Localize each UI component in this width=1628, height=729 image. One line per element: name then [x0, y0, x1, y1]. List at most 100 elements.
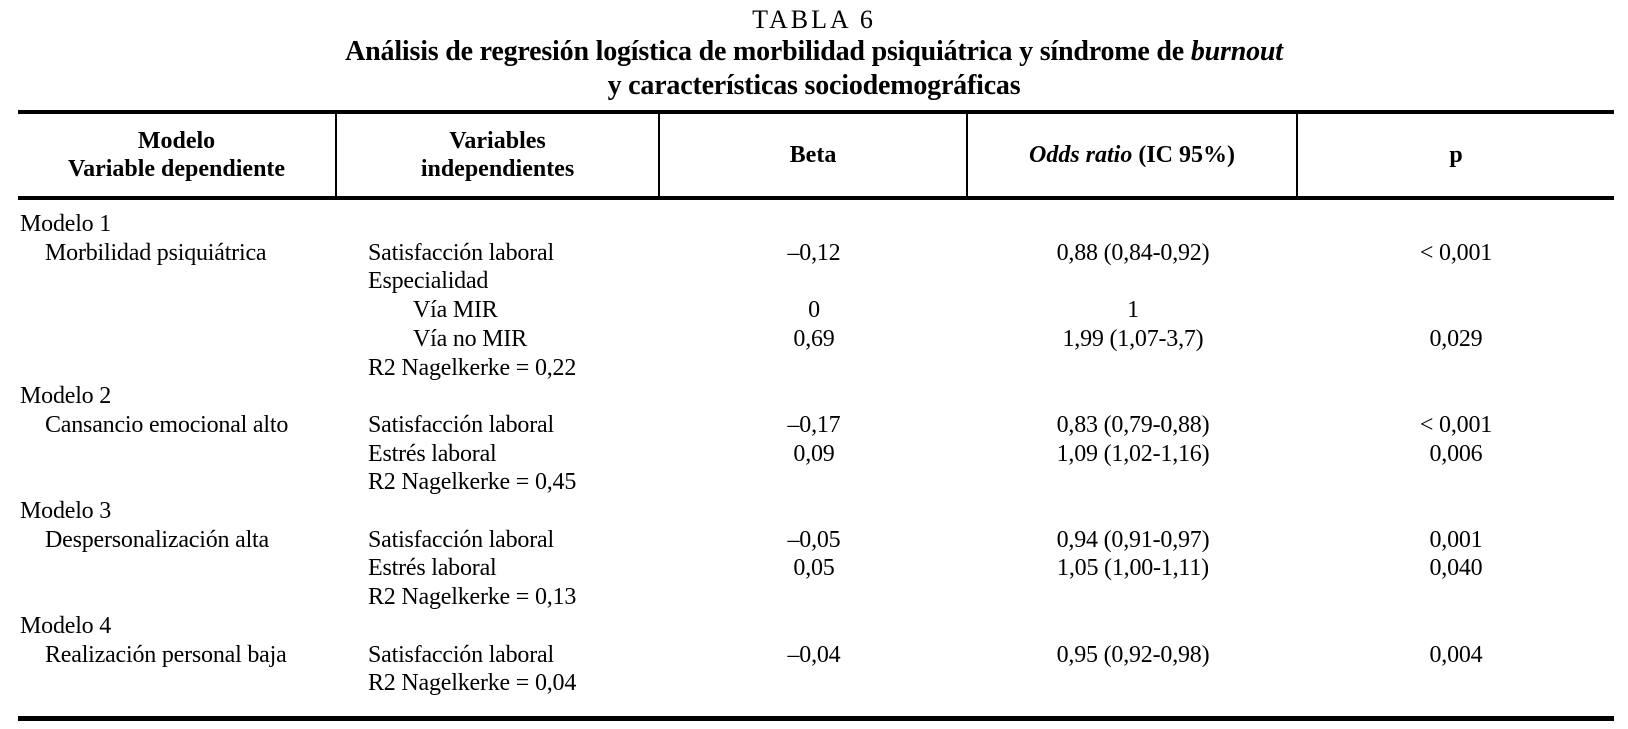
- cell-variable: Satisfacción laboral: [368, 239, 554, 266]
- cell-odds-ratio: [968, 210, 1298, 239]
- header-beta: Beta: [660, 114, 968, 196]
- subtitle-burnout-italic: burnout: [1190, 36, 1283, 67]
- cell-beta: [660, 468, 968, 497]
- table-row: Estrés laboral 0,09 1,09 (1,02-1,16) 0,006: [18, 440, 1614, 469]
- cell-p: [1298, 210, 1614, 239]
- cell-variable: Vía no MIR: [413, 325, 527, 352]
- cell-beta: 0: [808, 297, 820, 324]
- cell-model: Despersonalización alta: [45, 526, 269, 553]
- cell-variable: [337, 210, 660, 239]
- cell-model: [18, 354, 337, 383]
- cell-p: [1298, 669, 1614, 698]
- cell-model: [18, 554, 337, 583]
- table-row: Especialidad: [18, 267, 1614, 296]
- cell-model: Realización personal baja: [45, 641, 287, 668]
- cell-beta: [660, 583, 968, 612]
- cell-variable: [337, 497, 660, 526]
- cell-variable: R2 Nagelkerke = 0,13: [368, 584, 577, 611]
- regression-table: Modelo Variable dependiente Variables in…: [18, 110, 1614, 721]
- cell-odds-ratio: [968, 354, 1298, 383]
- cell-variable: Vía MIR: [413, 297, 498, 324]
- table-subtitle-line1: Análisis de regresión logística de morbi…: [0, 35, 1628, 69]
- cell-model: Modelo 3: [20, 498, 112, 525]
- cell-model: [18, 296, 337, 325]
- cell-beta: [660, 669, 968, 698]
- table-row: R2 Nagelkerke = 0,13: [18, 583, 1614, 612]
- cell-beta: [660, 354, 968, 383]
- cell-odds-ratio: 0,88 (0,84-0,92): [1056, 239, 1210, 266]
- cell-variable: Especialidad: [368, 268, 489, 295]
- odds-ratio-italic: Odds ratio: [1028, 142, 1133, 168]
- cell-model: [18, 267, 337, 296]
- cell-model: Modelo 4: [20, 612, 112, 639]
- cell-beta: 0,69: [793, 325, 835, 352]
- cell-variable: Estrés laboral: [368, 555, 497, 582]
- header-variables-independientes: Variables independientes: [337, 114, 660, 196]
- table-number: TABLA 6: [752, 5, 876, 34]
- cell-p: [1298, 497, 1614, 526]
- cell-beta: –0,05: [787, 526, 841, 553]
- cell-variable: Satisfacción laboral: [368, 526, 554, 553]
- cell-p: 0,004: [1429, 641, 1483, 668]
- cell-odds-ratio: 0,83 (0,79-0,88): [1056, 411, 1210, 438]
- cell-beta: [660, 267, 968, 296]
- cell-variable: Satisfacción laboral: [368, 641, 554, 668]
- cell-p: [1298, 583, 1614, 612]
- cell-odds-ratio: [968, 669, 1298, 698]
- cell-variable: Satisfacción laboral: [368, 411, 554, 438]
- cell-variable: [337, 612, 660, 641]
- cell-p: 0,001: [1429, 526, 1483, 553]
- cell-odds-ratio: 1: [1127, 297, 1139, 324]
- table-row: Modelo 1: [18, 210, 1614, 239]
- cell-beta: –0,12: [787, 239, 841, 266]
- header-line: Beta: [789, 142, 837, 168]
- odds-ratio-ic: (IC 95%): [1132, 142, 1235, 168]
- header-line: independientes: [420, 156, 575, 182]
- cell-p: < 0,001: [1419, 239, 1493, 266]
- cell-p: [1298, 267, 1614, 296]
- header-line: p: [1449, 142, 1463, 168]
- cell-p: 0,006: [1429, 440, 1483, 467]
- cell-variable: R2 Nagelkerke = 0,04: [368, 670, 577, 697]
- cell-odds-ratio: [968, 267, 1298, 296]
- cell-model: Modelo 2: [20, 383, 112, 410]
- header-p: p: [1298, 114, 1614, 196]
- table-row: Morbilidad psiquiátrica Satisfacción labo…: [18, 239, 1614, 268]
- cell-model: [18, 669, 337, 698]
- cell-odds-ratio: 1,05 (1,00-1,11): [1057, 555, 1209, 582]
- cell-odds-ratio: [968, 583, 1298, 612]
- table-row: Modelo 4: [18, 612, 1614, 641]
- cell-odds-ratio: 1,09 (1,02-1,16): [1056, 440, 1210, 467]
- header-line: Modelo: [137, 128, 216, 154]
- cell-beta: [660, 382, 968, 411]
- cell-odds-ratio: 0,95 (0,92-0,98): [1056, 641, 1210, 668]
- cell-beta: 0,09: [793, 440, 835, 467]
- table-row: Modelo 3: [18, 497, 1614, 526]
- cell-variable: R2 Nagelkerke = 0,45: [368, 469, 577, 496]
- table-header-row: Modelo Variable dependiente Variables in…: [18, 110, 1614, 200]
- cell-odds-ratio: [968, 382, 1298, 411]
- table-row: R2 Nagelkerke = 0,45: [18, 468, 1614, 497]
- cell-variable: [337, 382, 660, 411]
- cell-model: Cansancio emocional alto: [45, 411, 289, 438]
- cell-beta: –0,17: [787, 411, 841, 438]
- cell-p: [1298, 382, 1614, 411]
- cell-model: Modelo 1: [20, 211, 112, 237]
- header-line: Variable dependiente: [67, 156, 286, 182]
- table-title-block: TABLA 6 Análisis de regresión logística …: [0, 0, 1628, 103]
- cell-variable: R2 Nagelkerke = 0,22: [368, 354, 577, 381]
- cell-odds-ratio: [968, 612, 1298, 641]
- cell-variable: Estrés laboral: [368, 440, 497, 467]
- cell-model: [18, 325, 337, 354]
- cell-model: [18, 583, 337, 612]
- table-body: Modelo 1 Morbilidad psiquiátrica Satisfac…: [18, 200, 1614, 721]
- cell-odds-ratio: 1,99 (1,07-3,7): [1062, 325, 1204, 352]
- cell-odds-ratio: [968, 497, 1298, 526]
- cell-model: [18, 468, 337, 497]
- cell-beta: [660, 210, 968, 239]
- header-line: Variables: [449, 128, 546, 154]
- subtitle-line1-text: Análisis de regresión logística de morbi…: [345, 36, 1191, 67]
- cell-p: 0,040: [1429, 555, 1483, 582]
- cell-p: < 0,001: [1419, 411, 1493, 438]
- cell-model: [18, 440, 337, 469]
